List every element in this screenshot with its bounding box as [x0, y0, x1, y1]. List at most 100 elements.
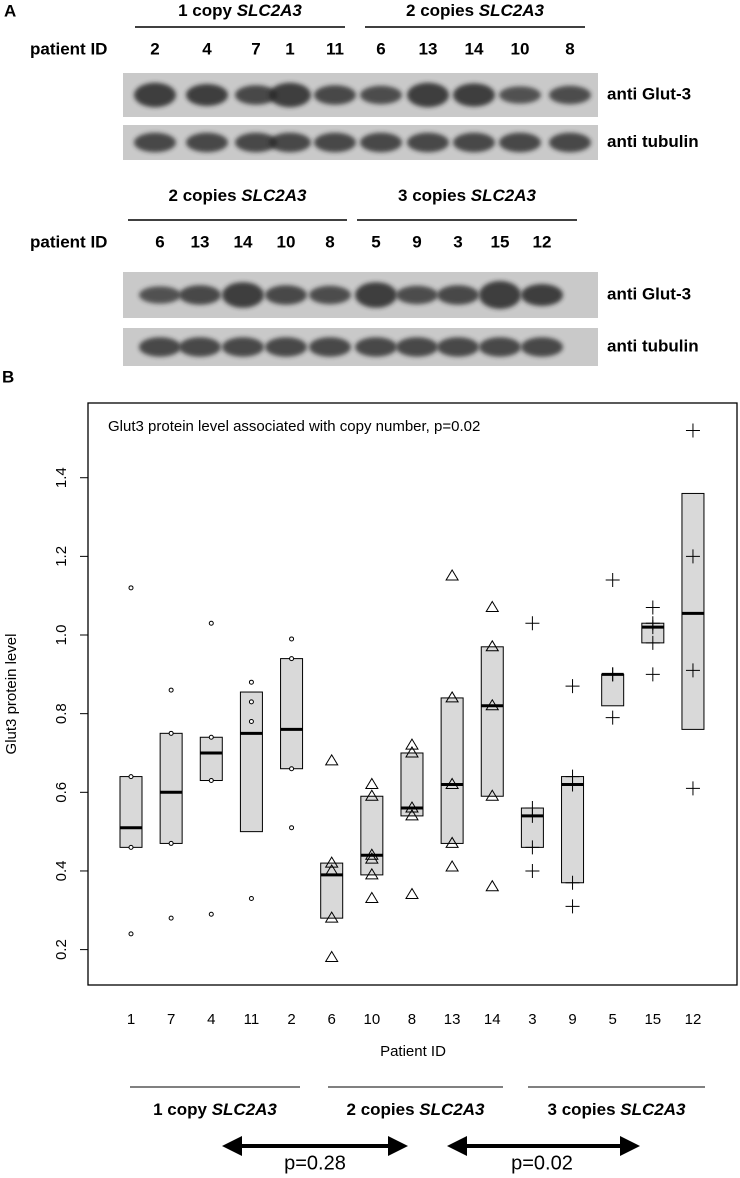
y-tick-label: 0.2 — [53, 939, 70, 960]
band — [437, 337, 479, 357]
point — [324, 911, 339, 923]
point — [128, 844, 134, 850]
group-label: 1 copy SLC2A3 — [153, 1100, 277, 1119]
gene-name: SLC2A3 — [237, 186, 307, 205]
band — [407, 82, 449, 108]
band — [355, 337, 397, 357]
patient-id: 14 — [465, 39, 484, 58]
band — [396, 337, 438, 357]
band — [309, 337, 351, 357]
plot-frame — [87, 402, 738, 986]
patient-id: 14 — [234, 232, 253, 251]
point — [565, 875, 580, 890]
band — [437, 285, 479, 305]
x-tick-label: 11 — [244, 1011, 260, 1028]
x-tick-label: 12 — [685, 1011, 702, 1028]
x-tick-label: 7 — [167, 1011, 175, 1028]
group-label: 2 copies SLC2A3 — [347, 1100, 486, 1119]
patient-id: 15 — [491, 232, 510, 251]
point — [485, 789, 500, 801]
point — [525, 863, 540, 878]
x-tick-label: 13 — [444, 1011, 461, 1028]
band — [453, 132, 495, 153]
point — [605, 667, 620, 682]
band — [235, 85, 277, 105]
band — [360, 132, 402, 153]
band — [309, 285, 351, 305]
patient-id: 10 — [277, 232, 296, 251]
group-label: 2 copies SLC2A3 — [406, 1, 545, 20]
point — [248, 679, 254, 685]
point — [168, 687, 174, 693]
point — [405, 746, 419, 758]
patient-id: 10 — [511, 39, 530, 58]
point — [605, 572, 620, 587]
point — [445, 836, 460, 848]
group-name: 3 copies — [398, 186, 466, 205]
band — [179, 285, 221, 305]
band — [139, 286, 181, 304]
y-tick-label: 1.0 — [53, 625, 70, 646]
point — [445, 690, 460, 703]
patient-id: 8 — [565, 39, 574, 58]
point — [364, 891, 379, 903]
band — [549, 132, 591, 153]
x-tick-label: 8 — [408, 1011, 416, 1028]
x-tick-label: 3 — [528, 1011, 536, 1028]
p-value: p=0.02 — [511, 1152, 573, 1174]
group-name: 2 copies — [406, 1, 474, 20]
group-name: 2 copies — [347, 1100, 415, 1119]
patient-id: 3 — [453, 232, 462, 251]
box — [440, 697, 464, 844]
point — [128, 931, 134, 937]
point — [645, 635, 660, 650]
box — [400, 752, 424, 817]
point — [565, 679, 580, 694]
gene-name: SLC2A3 — [415, 1100, 485, 1119]
x-tick-label: 10 — [363, 1011, 380, 1028]
point — [168, 915, 174, 921]
point — [405, 887, 419, 900]
point — [168, 840, 174, 846]
band — [521, 337, 563, 357]
point — [289, 825, 295, 831]
point — [128, 585, 134, 591]
point — [289, 766, 295, 772]
box — [199, 736, 223, 782]
x-tick-label: 6 — [328, 1011, 336, 1028]
band — [269, 132, 311, 153]
point — [324, 856, 339, 868]
band — [265, 337, 307, 357]
band — [314, 85, 356, 105]
point — [525, 616, 540, 631]
gene-name: SLC2A3 — [207, 1100, 277, 1119]
point — [645, 600, 660, 615]
patient-id: 6 — [155, 232, 164, 251]
band — [499, 86, 541, 104]
box — [480, 646, 504, 797]
y-axis-label: Glut3 protein level — [3, 634, 20, 755]
patient-id: 13 — [191, 232, 210, 251]
y-tick-label: 0.6 — [53, 782, 70, 803]
band — [139, 337, 181, 357]
point — [168, 730, 174, 736]
point — [208, 734, 214, 740]
point — [645, 667, 660, 682]
group-name: 3 copies — [548, 1100, 616, 1119]
band — [265, 285, 307, 305]
band — [355, 282, 397, 308]
point — [605, 710, 620, 725]
x-tick-label: 4 — [207, 1011, 215, 1028]
group-label: 3 copies SLC2A3 — [548, 1100, 687, 1119]
patient-id: 2 — [150, 39, 159, 58]
point — [248, 895, 254, 901]
panel-label: A — [4, 1, 16, 20]
box — [239, 691, 263, 833]
point — [128, 774, 134, 780]
point — [324, 753, 339, 766]
x-tick-label: 9 — [568, 1011, 576, 1028]
band — [314, 132, 356, 153]
point — [565, 899, 580, 914]
box — [159, 732, 183, 844]
group-name: 1 copy — [153, 1100, 207, 1119]
